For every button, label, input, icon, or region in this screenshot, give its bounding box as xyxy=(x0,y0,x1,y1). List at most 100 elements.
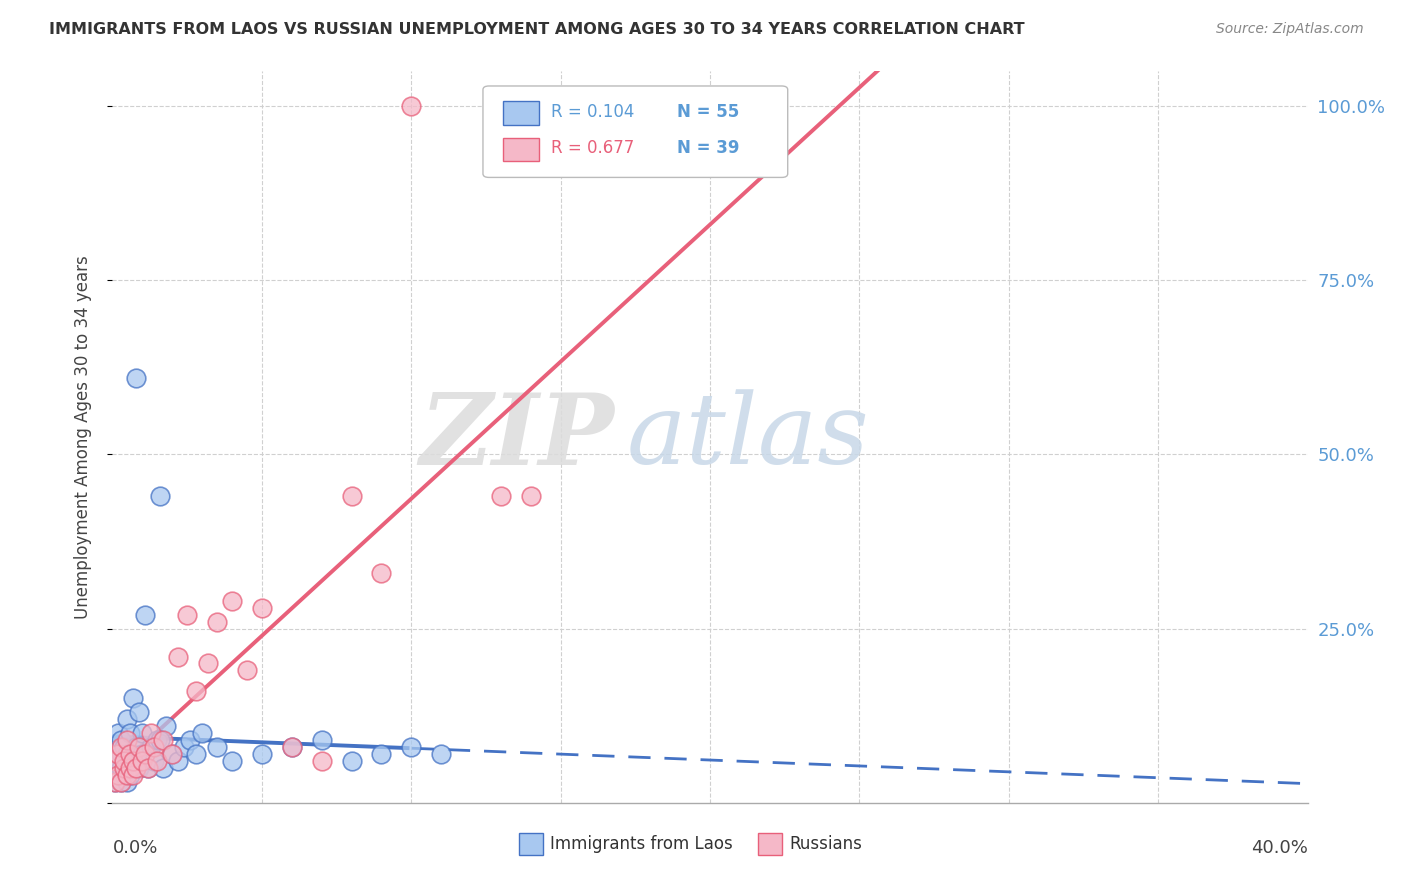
Point xyxy=(141,740,163,755)
Point xyxy=(120,768,142,782)
Text: 0.0%: 0.0% xyxy=(112,839,157,857)
Point xyxy=(205,615,228,629)
Point xyxy=(117,712,139,726)
Point xyxy=(146,733,169,747)
Point xyxy=(221,754,243,768)
Point xyxy=(155,719,177,733)
Point xyxy=(122,691,145,706)
Point xyxy=(138,761,160,775)
Point xyxy=(114,754,135,768)
Point xyxy=(110,747,132,761)
Point xyxy=(167,754,190,768)
Point xyxy=(311,733,333,747)
Point xyxy=(120,726,142,740)
Point xyxy=(370,747,392,761)
Text: N = 55: N = 55 xyxy=(676,103,738,120)
Point xyxy=(128,705,150,719)
Point xyxy=(340,754,363,768)
Point xyxy=(104,775,127,789)
Point xyxy=(107,768,129,782)
Point xyxy=(236,664,259,678)
Point xyxy=(250,747,273,761)
Point xyxy=(281,740,304,755)
Point xyxy=(107,768,129,782)
Text: Source: ZipAtlas.com: Source: ZipAtlas.com xyxy=(1216,22,1364,37)
Point xyxy=(104,761,127,775)
FancyBboxPatch shape xyxy=(484,86,787,178)
Point xyxy=(134,747,156,761)
Text: R = 0.104: R = 0.104 xyxy=(551,103,634,120)
Point xyxy=(173,740,195,755)
Point xyxy=(117,761,139,775)
Point xyxy=(340,489,363,503)
Point xyxy=(114,768,135,782)
Point xyxy=(117,733,139,747)
Point xyxy=(141,726,163,740)
Point xyxy=(122,768,145,782)
Point xyxy=(125,754,148,768)
Point xyxy=(107,740,129,755)
Point xyxy=(104,747,127,761)
Point xyxy=(146,754,169,768)
Point xyxy=(197,657,219,671)
Point xyxy=(186,684,208,698)
Point xyxy=(143,740,166,755)
Point xyxy=(107,754,129,768)
Point xyxy=(110,761,132,775)
Point xyxy=(125,740,148,755)
Point xyxy=(114,761,135,775)
Point xyxy=(489,489,512,503)
Point xyxy=(162,747,183,761)
Point xyxy=(125,371,148,385)
Point xyxy=(110,775,132,789)
Point xyxy=(110,775,132,789)
Text: R = 0.677: R = 0.677 xyxy=(551,139,634,157)
Point xyxy=(162,747,183,761)
Text: ZIP: ZIP xyxy=(419,389,614,485)
Text: IMMIGRANTS FROM LAOS VS RUSSIAN UNEMPLOYMENT AMONG AGES 30 TO 34 YEARS CORRELATI: IMMIGRANTS FROM LAOS VS RUSSIAN UNEMPLOY… xyxy=(49,22,1025,37)
Point xyxy=(370,566,392,580)
Point xyxy=(122,761,145,775)
Point xyxy=(117,775,139,789)
Point xyxy=(128,761,150,775)
Point xyxy=(138,761,160,775)
Point xyxy=(149,489,172,503)
Point xyxy=(107,726,129,740)
Point xyxy=(191,726,214,740)
Point xyxy=(131,747,153,761)
Point xyxy=(117,768,139,782)
Point xyxy=(401,740,423,755)
Point xyxy=(149,733,172,747)
Point xyxy=(125,761,148,775)
Text: N = 39: N = 39 xyxy=(676,139,740,157)
Point xyxy=(401,99,423,113)
Y-axis label: Unemployment Among Ages 30 to 34 years: Unemployment Among Ages 30 to 34 years xyxy=(73,255,91,619)
Point xyxy=(122,747,145,761)
Point xyxy=(152,761,174,775)
Point xyxy=(430,747,453,761)
Point xyxy=(120,754,142,768)
Point xyxy=(250,600,273,615)
FancyBboxPatch shape xyxy=(503,102,538,125)
Point xyxy=(107,747,129,761)
Point xyxy=(110,733,132,747)
Point xyxy=(110,740,132,755)
FancyBboxPatch shape xyxy=(519,833,543,855)
Text: atlas: atlas xyxy=(627,390,869,484)
Point xyxy=(134,607,156,622)
Point xyxy=(179,733,201,747)
Point xyxy=(311,754,333,768)
Point xyxy=(281,740,304,755)
Point xyxy=(205,740,228,755)
Point xyxy=(221,594,243,608)
Text: Russians: Russians xyxy=(789,835,862,853)
Point xyxy=(143,754,166,768)
Text: Immigrants from Laos: Immigrants from Laos xyxy=(550,835,733,853)
Point xyxy=(167,649,190,664)
Point xyxy=(131,726,153,740)
Point xyxy=(104,775,127,789)
Point xyxy=(128,740,150,755)
Point xyxy=(114,740,135,755)
Point xyxy=(122,754,145,768)
Text: 40.0%: 40.0% xyxy=(1251,839,1308,857)
